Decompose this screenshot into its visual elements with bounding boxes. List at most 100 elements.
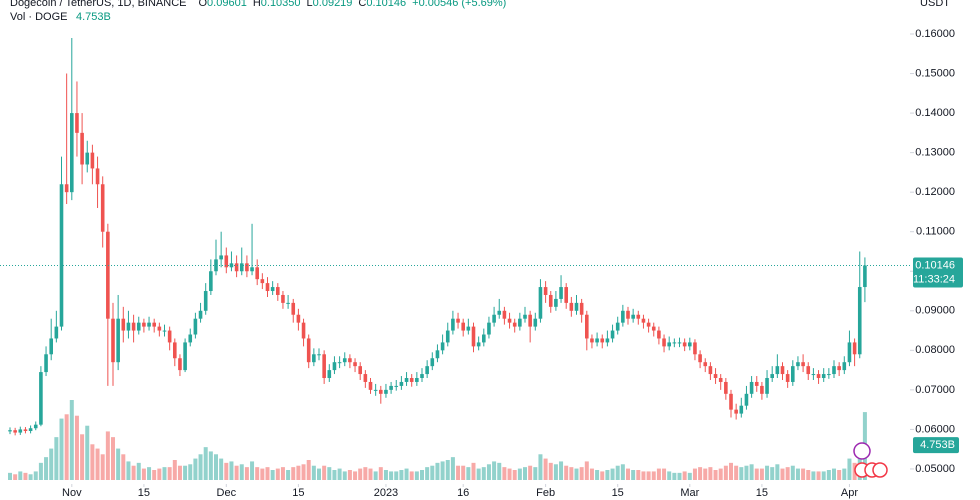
candle-body [811, 374, 816, 376]
volume-bar [641, 471, 646, 480]
volume-bar [780, 468, 785, 480]
volume-bar [275, 468, 280, 480]
volume-bar [208, 451, 213, 480]
candle-body [863, 265, 867, 288]
x-tick-label: 15 [756, 487, 768, 499]
candle-body [394, 385, 399, 387]
candle-body [44, 354, 48, 373]
candle-body [754, 381, 759, 386]
volume-bar [610, 468, 615, 480]
volume-bar [368, 468, 373, 480]
legend-key: C [358, 0, 366, 9]
candle-body [116, 318, 120, 363]
volume-bar [425, 467, 430, 480]
volume-bar [430, 465, 435, 480]
volume-bar [234, 465, 239, 480]
candle-body [389, 385, 393, 390]
candle-body [353, 362, 357, 367]
candle-body [183, 342, 187, 371]
candle-body [111, 318, 115, 363]
candle-body [492, 314, 496, 323]
volume-bar [147, 467, 152, 480]
volume-bar [296, 465, 301, 480]
volume-bar [677, 472, 682, 480]
legend-value: 0.10146 [366, 0, 406, 9]
volume-bar [342, 471, 347, 480]
volume-bar [224, 462, 229, 480]
volume-bar [502, 467, 507, 480]
volume-bar [136, 462, 141, 480]
volume-bar [69, 400, 74, 480]
volume-bar [255, 467, 260, 480]
volume-bar [38, 462, 43, 480]
candle-body [157, 326, 162, 331]
candle-body [595, 338, 599, 343]
volume-bar [538, 454, 543, 480]
candle-body [471, 326, 476, 347]
candle-body [219, 255, 223, 260]
volume-bar [250, 461, 255, 480]
candle-body [337, 362, 342, 364]
x-tick-label: 2023 [374, 487, 398, 499]
volume-bar [595, 470, 600, 480]
volume-bar [811, 471, 816, 480]
volume-bar [775, 464, 780, 480]
volume-bar [404, 468, 409, 480]
volume-value: 4.753B [76, 11, 111, 23]
volume-bar [528, 465, 533, 480]
candle-body [121, 318, 126, 331]
volume-bar [553, 464, 558, 480]
x-tick-label: Dec [217, 487, 237, 499]
volume-bar [90, 444, 95, 480]
candle-body [842, 362, 847, 371]
candle-body [306, 338, 311, 363]
volume-bar [280, 467, 285, 480]
candle-body [445, 330, 450, 343]
candle-body [23, 429, 28, 431]
candle-body [476, 342, 481, 347]
candle-body [646, 322, 651, 327]
candle-body [615, 322, 620, 331]
volume-bar [754, 468, 759, 480]
candle-body [234, 263, 239, 272]
candle-body [332, 362, 337, 371]
volume-bar [183, 465, 188, 480]
candle-body [363, 374, 368, 382]
volume-bar [18, 471, 23, 480]
candle-body [631, 314, 635, 319]
candle-body [451, 318, 455, 331]
candle-body [80, 132, 84, 165]
volume-bar [198, 454, 203, 480]
candle-body [399, 381, 404, 386]
candle-body [641, 318, 646, 323]
candle-body [724, 381, 728, 394]
volume-bar [141, 468, 146, 480]
volume-bar [59, 418, 64, 480]
volume-bar [636, 470, 641, 480]
volume-bar [795, 468, 800, 480]
candle-body [770, 374, 774, 379]
volume-bar [378, 467, 383, 480]
volume-bar [162, 467, 167, 480]
volume-bar [188, 464, 193, 480]
volume-bar [713, 470, 718, 480]
volume-bar [579, 467, 584, 480]
volume-bar [44, 457, 49, 480]
candle-body [404, 378, 409, 382]
volume-bar [49, 448, 54, 480]
candle-body [430, 358, 435, 367]
candle-body [708, 366, 713, 375]
candle-body [827, 374, 831, 376]
candle-body [533, 318, 538, 327]
candle-body [744, 393, 749, 406]
volume-bar [847, 458, 852, 480]
volume-bar [770, 467, 775, 480]
volume-bar [445, 460, 450, 480]
candle-body [528, 314, 532, 327]
candle-body [152, 322, 156, 327]
volume-bar [620, 464, 625, 480]
volume-bar [692, 468, 697, 480]
candle-body [657, 330, 661, 339]
volume-bar [353, 471, 358, 480]
candle-body [126, 322, 131, 331]
